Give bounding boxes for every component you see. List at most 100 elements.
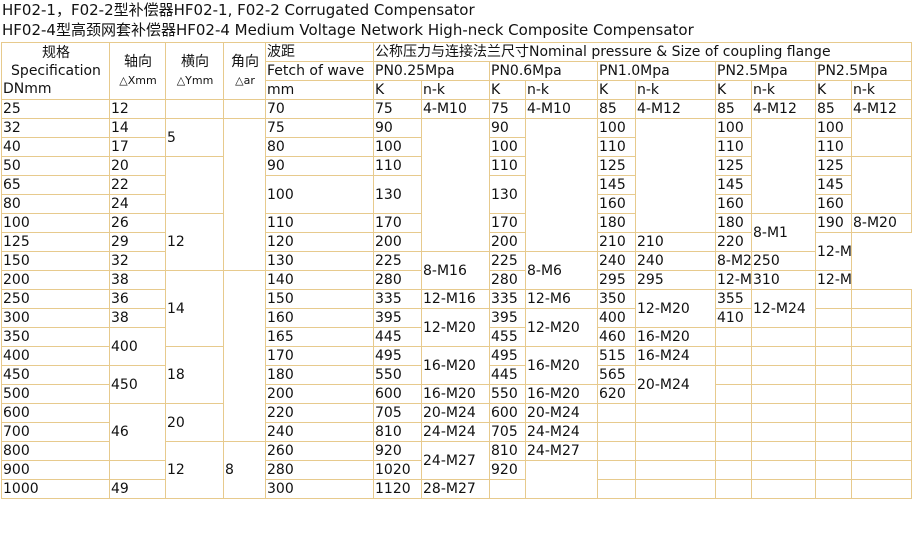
pn06-k-cell: 445 (489, 365, 526, 385)
pn06-nk-cell: 24-M27 (525, 441, 598, 461)
pn10-k-cell: 515 (597, 346, 636, 366)
axial-cell: 29 (109, 232, 166, 252)
pn06-k-cell: 600 (489, 403, 526, 423)
pn25a-k-cell: 210 (635, 232, 716, 252)
pn25a-nk-cell (751, 384, 816, 404)
diameter-cell: 80 (1, 194, 110, 214)
pn025-k-cell: 90 (373, 118, 422, 138)
diameter-cell: 50 (1, 156, 110, 176)
pn25a-nk-cell (751, 460, 816, 480)
wave-pitch-cell: 170 (265, 346, 374, 366)
pn25a-k-cell (715, 403, 752, 423)
pn025-k-cell: 1120 (373, 479, 422, 499)
pn10-k-cell (597, 460, 636, 480)
table-row: 40 17 80 100 100 110 110 110 (1, 137, 912, 157)
lateral-cell (165, 156, 224, 214)
pn25b-k-cell: 100 (815, 118, 852, 138)
wave-pitch-cell: 300 (265, 479, 374, 499)
diameter-cell: 350 (1, 327, 110, 347)
pn25a-nk-cell (751, 346, 816, 366)
pn25b-nk-cell (850, 460, 913, 480)
header-lateral-unit: △Ymm (176, 73, 214, 87)
diameter-cell: 1000 (1, 479, 110, 499)
axial-cell: 49 (109, 479, 166, 499)
header-k: K (373, 80, 422, 100)
pn06-nk-cell: 4-M10 (525, 99, 598, 119)
pn025-nk-cell: 24-M24 (421, 422, 490, 442)
pn25a-k-cell (715, 346, 752, 366)
wave-pitch-cell: 90 (265, 156, 374, 176)
header-nk: n-k (525, 80, 598, 100)
pn06-k-cell: 455 (489, 327, 526, 347)
header-wave-cn: 波距 (265, 42, 374, 62)
pn25a-k-cell (715, 422, 752, 442)
document-title: HF02-1，F02-2型补偿器HF02-1, F02-2 Corrugated… (0, 0, 914, 40)
table-row: 500 200 600 16-M20 550 16-M20 620 (1, 384, 913, 404)
pn25a-k-cell: 100 (715, 118, 752, 138)
pn06-k-cell: 75 (489, 99, 526, 119)
pn25a-nk-cell: 12-M24 (715, 270, 752, 290)
pn25a-nk-cell: 8-M20 (715, 251, 752, 271)
wave-pitch-cell: 200 (265, 384, 374, 404)
header-pn-2: PN0.6Mpa (489, 61, 598, 81)
pn10-k-cell: 295 (597, 270, 636, 290)
pn06-k-cell: 130 (489, 175, 526, 214)
axial-cell: 32 (109, 251, 166, 271)
pn025-k-cell: 200 (373, 232, 422, 252)
table-row: 700 240 810 24-M24 705 24-M24 (1, 422, 913, 442)
table-row: 400 18 170 495 16-M20 495 16-M20 515 16-M24 (1, 346, 913, 404)
header-axial: 轴向 △Xmm (109, 42, 166, 100)
header-k: K (815, 80, 852, 100)
pn10-k-cell: 160 (597, 194, 636, 214)
pn10-k-cell: 620 (597, 384, 636, 404)
pn25b-nk-cell (850, 327, 913, 347)
wave-pitch-cell: 140 (265, 270, 374, 290)
table-row: 900 280 1020 920 (1, 460, 913, 499)
pn25b-k-cell (815, 403, 852, 423)
pn25a-k-cell (715, 327, 752, 347)
pn25b-k-cell (815, 365, 852, 385)
header-nk: n-k (850, 80, 913, 100)
pn25b-k-cell: 145 (815, 175, 852, 195)
pn10-k-cell: 350 (597, 289, 636, 309)
pn25a-nk-cell (751, 403, 816, 423)
pn10-k-cell: 85 (597, 99, 636, 119)
pn06-k-cell: 495 (489, 346, 526, 366)
header-row-1: 规格 Specification DNmm 轴向 △Xmm 横向 △Ymm 角向 △ar … (1, 42, 913, 100)
pn25a-k-cell: 295 (635, 270, 716, 290)
header-pn-4: PN2.5Mpa (715, 61, 816, 81)
header-nk: n-k (421, 80, 490, 100)
pn25b-nk-cell (850, 308, 913, 328)
pn25b-k-cell (815, 346, 852, 366)
axial-cell: 22 (109, 175, 166, 195)
pn25b-k-cell: 160 (815, 194, 852, 214)
wave-pitch-cell: 165 (265, 327, 374, 347)
pn25a-nk-cell (751, 327, 816, 347)
header-axial-unit: △Xmm (119, 73, 157, 87)
pn10-k-cell: 110 (597, 137, 636, 157)
pn10-k-cell (597, 441, 636, 461)
table-row: 25 12 70 75 4-M10 75 4-M10 85 4-M12 85 4-M12 85 4-M1… (1, 99, 913, 119)
table-row: 65 22 100 130 130 145 145 145 (1, 175, 912, 214)
pn06-nk-cell (525, 460, 598, 499)
axial-cell: 14 (109, 118, 166, 138)
axial-cell: 36 (109, 289, 166, 309)
wave-pitch-cell: 130 (265, 251, 374, 271)
pn25b-k-cell (815, 422, 852, 442)
header-row-2: Fetch of wave PN0.25Mpa PN0.6Mpa PN1.0Mp… (2, 61, 913, 81)
pn25b-nk-cell: 12-M24 (815, 270, 852, 290)
pn25b-k-cell: 250 (751, 251, 816, 271)
pn25b-k-cell: 220 (715, 232, 752, 252)
lateral-cell: 14 (165, 270, 224, 347)
header-wave-unit: mm (265, 80, 374, 100)
pn10-k-cell: 400 (597, 308, 636, 328)
pn025-nk-cell: 20-M24 (421, 403, 490, 423)
diameter-cell: 40 (1, 137, 110, 157)
pn06-nk-cell: 24-M24 (525, 422, 598, 442)
wave-pitch-cell: 75 (265, 118, 374, 138)
pn25b-k-cell: 85 (815, 99, 852, 119)
title-line-1: HF02-1，F02-2型补偿器HF02-1, F02-2 Corrugated… (2, 1, 475, 19)
pn25b-k-cell (815, 384, 852, 404)
diameter-cell: 100 (1, 213, 110, 233)
